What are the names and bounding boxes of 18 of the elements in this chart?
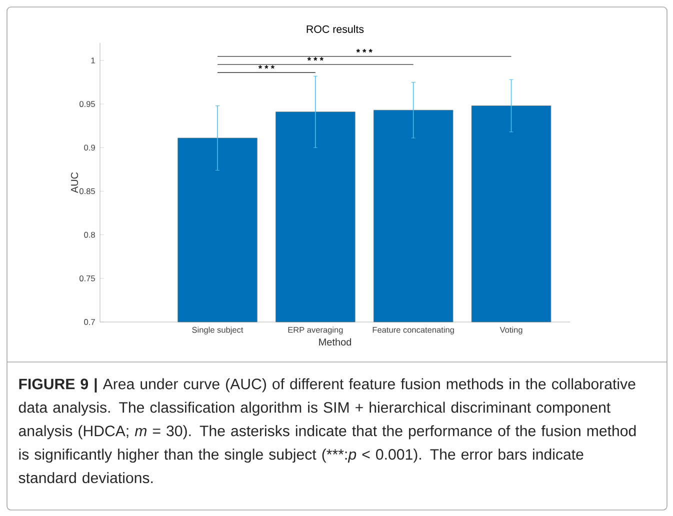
y-tick-label: 0.95 (80, 101, 95, 107)
x-tick-label: Single subject (192, 326, 244, 334)
x-tick-label: Feature concatenating (372, 326, 454, 334)
y-tick-label: 0.75 (80, 275, 95, 282)
annotation: * * * (307, 57, 324, 61)
y-tick-label: 0.85 (80, 188, 95, 194)
chart-title: ROC results (306, 25, 364, 33)
x-axis-title: Method (319, 338, 352, 346)
annotation: * * * (258, 65, 274, 69)
annotation: * * * (356, 49, 372, 52)
y-tick-label: 0.8 (84, 232, 95, 238)
y-tick-label: 1 (91, 58, 95, 64)
x-tick-label: ERP averaging (288, 326, 343, 334)
y-axis-title: AUC (70, 172, 78, 194)
y-tick-label: 0.9 (84, 144, 95, 151)
text: FIGURE 9 | Area under curve (AUC) of different feature fusion methods in the collaborative data analysis. The classification algorithm is SIM + hierarchical discriminant component analysis (HDCA; m = 30). The asterisks indicate that the performance of the fusion method is significantly higher than the single subject (***:p < 0.001). The error bars indicate standard deviations. (18, 378, 636, 484)
x-tick-label: Voting (500, 326, 522, 334)
y-tick-label: 0.7 (84, 319, 95, 325)
